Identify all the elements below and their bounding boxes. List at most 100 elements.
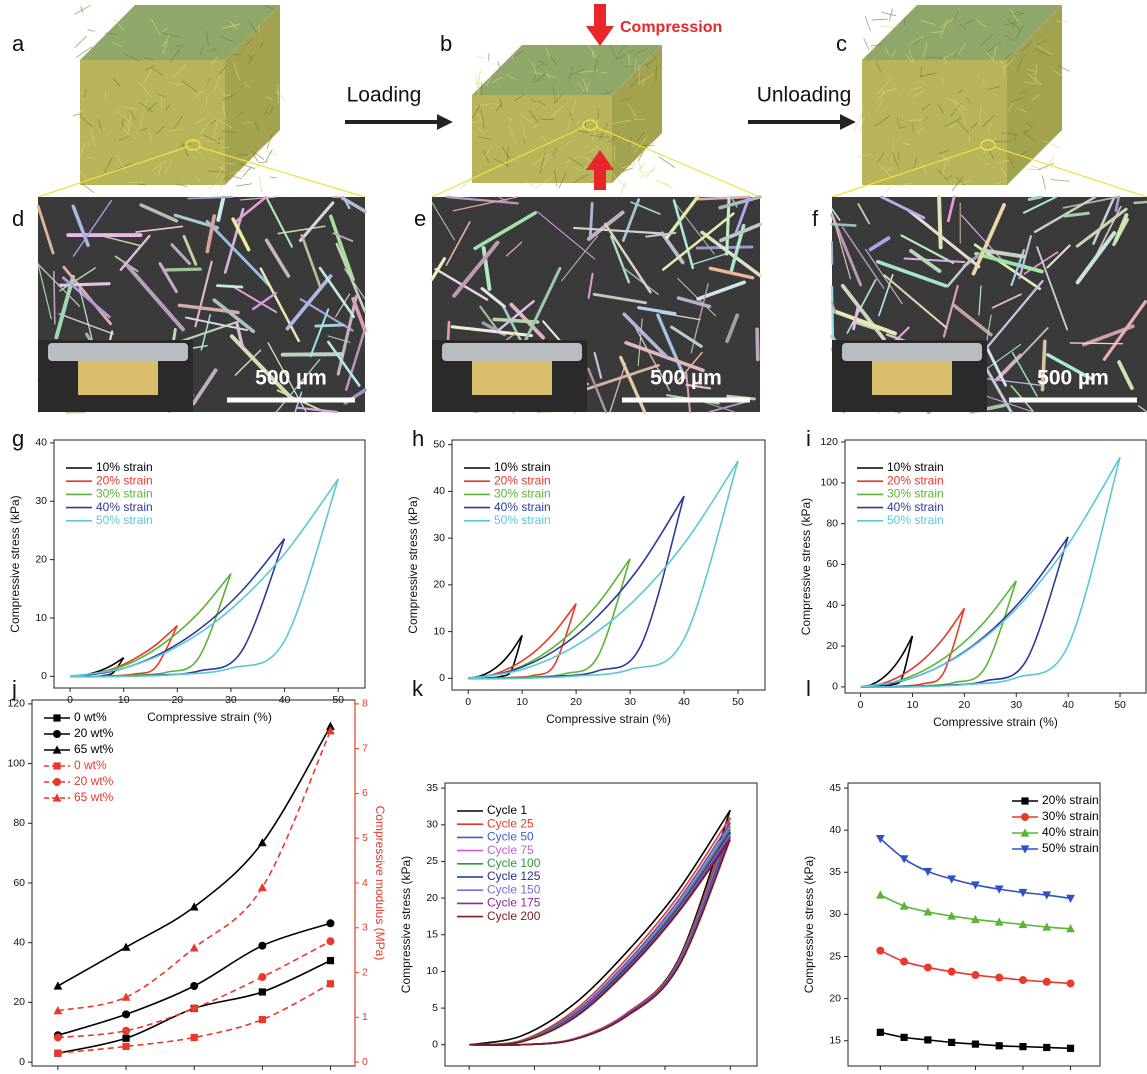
fiber <box>225 162 236 166</box>
marker <box>121 942 131 951</box>
loading-curve <box>69 573 232 678</box>
fiber <box>162 40 168 55</box>
panel-letter: i <box>806 426 811 451</box>
y-tick-label: 0 <box>19 1056 25 1068</box>
fiber <box>103 156 113 173</box>
sem-fiber <box>275 358 321 413</box>
fiber <box>477 104 480 111</box>
sem-fiber <box>951 303 993 337</box>
sem-fiber <box>505 241 523 257</box>
fiber <box>987 86 1001 90</box>
y-tick-label: 20 <box>826 640 838 652</box>
sem-fiber <box>857 203 871 225</box>
sem-fiber <box>831 212 852 280</box>
fiber <box>508 125 517 144</box>
fiber <box>1022 129 1030 134</box>
sem-fiber <box>1114 195 1121 212</box>
sem-fiber <box>342 195 351 210</box>
x-tick-label: 10 <box>52 1072 64 1074</box>
unloading-curve <box>468 460 739 680</box>
fiber <box>1034 63 1038 83</box>
fiber <box>637 73 655 85</box>
zoom-line <box>993 146 1147 198</box>
sem-fiber <box>300 233 323 290</box>
sem-fiber <box>573 226 662 235</box>
fiber <box>85 155 95 160</box>
sem-fiber <box>609 362 627 413</box>
marker <box>899 901 909 910</box>
x-tick-label: 20 <box>594 1072 606 1074</box>
unloading-curve <box>469 839 731 1046</box>
sem-fiber <box>37 262 52 320</box>
sem-fiber <box>725 313 740 344</box>
cube-side <box>1007 5 1062 185</box>
marker <box>189 902 199 911</box>
fiber <box>880 164 893 180</box>
y2-tick-label: 6 <box>362 787 368 799</box>
fiber <box>206 77 211 85</box>
sem-fiber <box>1137 405 1147 413</box>
legend-label: 30% strain <box>887 487 944 501</box>
sem-fiber <box>233 195 268 224</box>
fiber <box>572 100 577 113</box>
cube-front <box>472 95 612 183</box>
sem-fiber <box>561 235 599 282</box>
sem-fiber <box>830 213 863 287</box>
sem-fiber <box>692 251 732 266</box>
marker <box>54 1049 62 1057</box>
marker <box>257 838 267 847</box>
fiber <box>938 104 944 115</box>
y-tick-label: 10 <box>426 965 438 977</box>
x-tick-label: 0 <box>858 699 864 711</box>
fiber <box>1010 14 1022 16</box>
y-tick-label: 45 <box>829 782 841 794</box>
fiber <box>142 100 147 110</box>
fiber <box>155 125 165 135</box>
y2-tick-label: 2 <box>362 966 368 978</box>
sem-fiber <box>445 221 471 266</box>
fiber <box>541 154 550 169</box>
fiber <box>1019 90 1028 95</box>
x-tick-label: 50 <box>325 1072 337 1074</box>
fiber <box>255 144 266 154</box>
fiber <box>550 105 564 118</box>
legend-marker <box>53 714 61 722</box>
fiber <box>638 142 652 156</box>
fiber <box>945 97 959 104</box>
sem-fiber <box>58 313 114 335</box>
marker <box>122 1026 131 1035</box>
fiber <box>499 98 503 108</box>
fiber <box>276 90 286 102</box>
fiber <box>568 69 585 76</box>
fiber <box>534 177 552 189</box>
x-tick-label: 50 <box>922 1072 934 1074</box>
series-line <box>57 725 332 987</box>
fiber <box>1024 81 1043 85</box>
marker <box>1042 891 1052 900</box>
sem-fiber <box>674 202 715 255</box>
sem-fiber <box>78 287 95 348</box>
x-tick-label: 20 <box>120 1072 132 1074</box>
fiber <box>472 120 479 123</box>
marker <box>122 1042 130 1051</box>
marker <box>876 1028 884 1036</box>
legend-marker <box>52 793 62 802</box>
y-tick-label: 25 <box>426 855 438 867</box>
legend-label: Cycle 175 <box>487 896 541 910</box>
sem-fiber <box>1022 195 1058 214</box>
fiber <box>959 24 967 29</box>
marker <box>900 957 909 966</box>
y-tick-label: 40 <box>13 936 25 948</box>
fiber <box>169 128 182 132</box>
fiber <box>898 125 907 129</box>
y-tick-label: 0 <box>832 681 838 693</box>
fiber <box>233 62 240 81</box>
marker <box>190 1033 198 1042</box>
legend-marker <box>53 730 61 738</box>
cube-top <box>862 5 1062 60</box>
y-tick-label: 20 <box>13 996 25 1008</box>
sem-fiber <box>734 195 751 234</box>
y-tick-label: 50 <box>433 438 445 450</box>
fiber <box>612 119 632 124</box>
fiber <box>214 118 233 129</box>
